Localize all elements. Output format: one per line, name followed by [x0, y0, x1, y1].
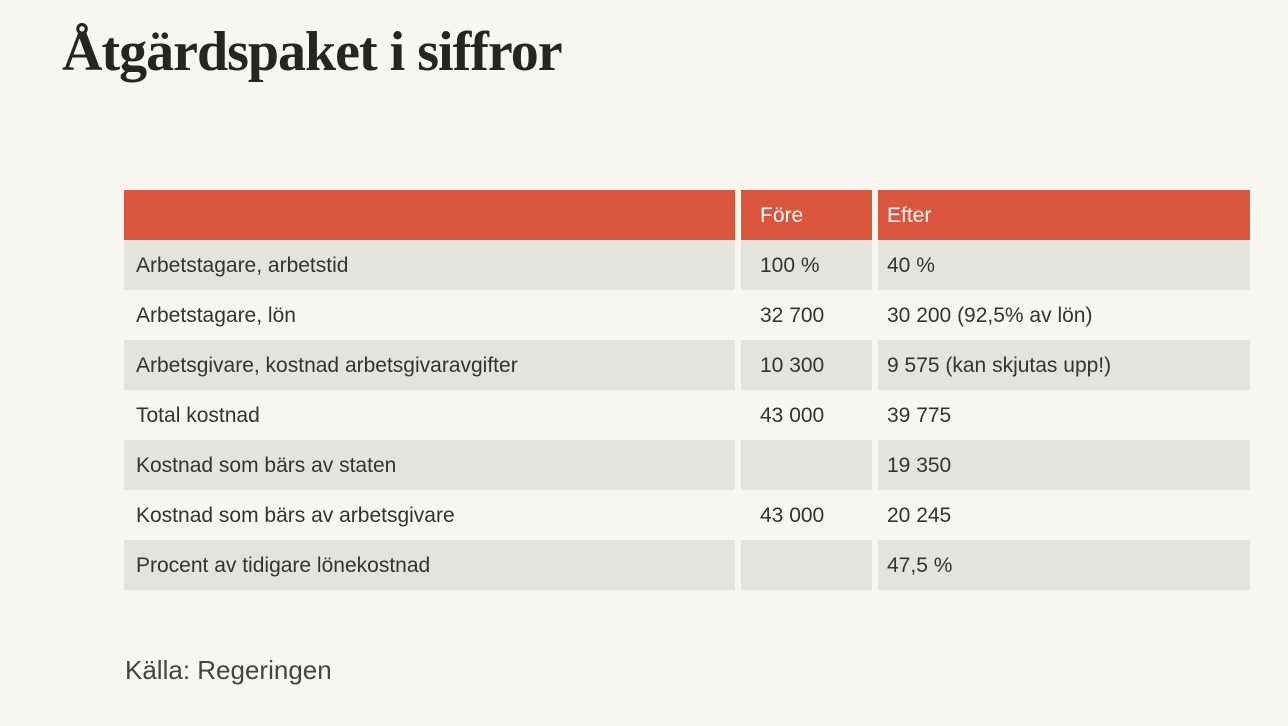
table-row: Arbetstagare, lön 32 700 30 200 (92,5% a… [124, 290, 1250, 340]
efter-value-cell: 40 % [878, 240, 1250, 290]
header-cell-empty [124, 190, 735, 240]
efter-value-cell: 20 245 [887, 503, 952, 527]
table-header-row: Före Efter [124, 190, 1250, 240]
efter-value-cell: 9 575 (kan skjutas upp!) [878, 340, 1250, 390]
fore-value-cell [741, 540, 872, 590]
efter-value-cell: 47,5 % [878, 540, 1250, 590]
row-label-cell: Kostnad som bärs av arbetsgivare [136, 503, 455, 527]
data-table: Före Efter Arbetstagare, arbetstid 100 %… [124, 190, 1250, 590]
fore-value-cell: 10 300 [741, 340, 872, 390]
efter-value-cell: 39 775 [887, 403, 952, 427]
page-title: Åtgärdspaket i siffror [62, 21, 563, 83]
table-row: Arbetstagare, arbetstid 100 % 40 % [124, 240, 1250, 290]
table-row: Procent av tidigare lönekostnad 47,5 % [124, 540, 1250, 590]
table-row: Kostnad som bärs av arbetsgivare 43 000 … [124, 490, 1250, 540]
fore-value-cell: 100 % [741, 240, 872, 290]
header-cell-efter: Efter [878, 190, 1250, 240]
source-attribution: Källa: Regeringen [125, 655, 332, 685]
table-row: Kostnad som bärs av staten 19 350 [124, 440, 1250, 490]
row-label-cell: Arbetstagare, lön [136, 303, 296, 327]
fore-value-cell [741, 440, 872, 490]
header-cell-fore: Före [741, 190, 872, 240]
efter-value-cell: 30 200 (92,5% av lön) [887, 303, 1093, 327]
row-label-cell: Procent av tidigare lönekostnad [124, 540, 735, 590]
fore-value-cell: 32 700 [760, 303, 825, 327]
row-label-cell: Kostnad som bärs av staten [124, 440, 735, 490]
table-row: Arbetsgivare, kostnad arbetsgivaravgifte… [124, 340, 1250, 390]
row-label-cell: Total kostnad [136, 403, 260, 427]
row-label-cell: Arbetstagare, arbetstid [124, 240, 735, 290]
table-row: Total kostnad 43 000 39 775 [124, 390, 1250, 440]
fore-value-cell: 43 000 [760, 403, 825, 427]
row-label-cell: Arbetsgivare, kostnad arbetsgivaravgifte… [124, 340, 735, 390]
fore-value-cell: 43 000 [760, 503, 825, 527]
efter-value-cell: 19 350 [878, 440, 1250, 490]
